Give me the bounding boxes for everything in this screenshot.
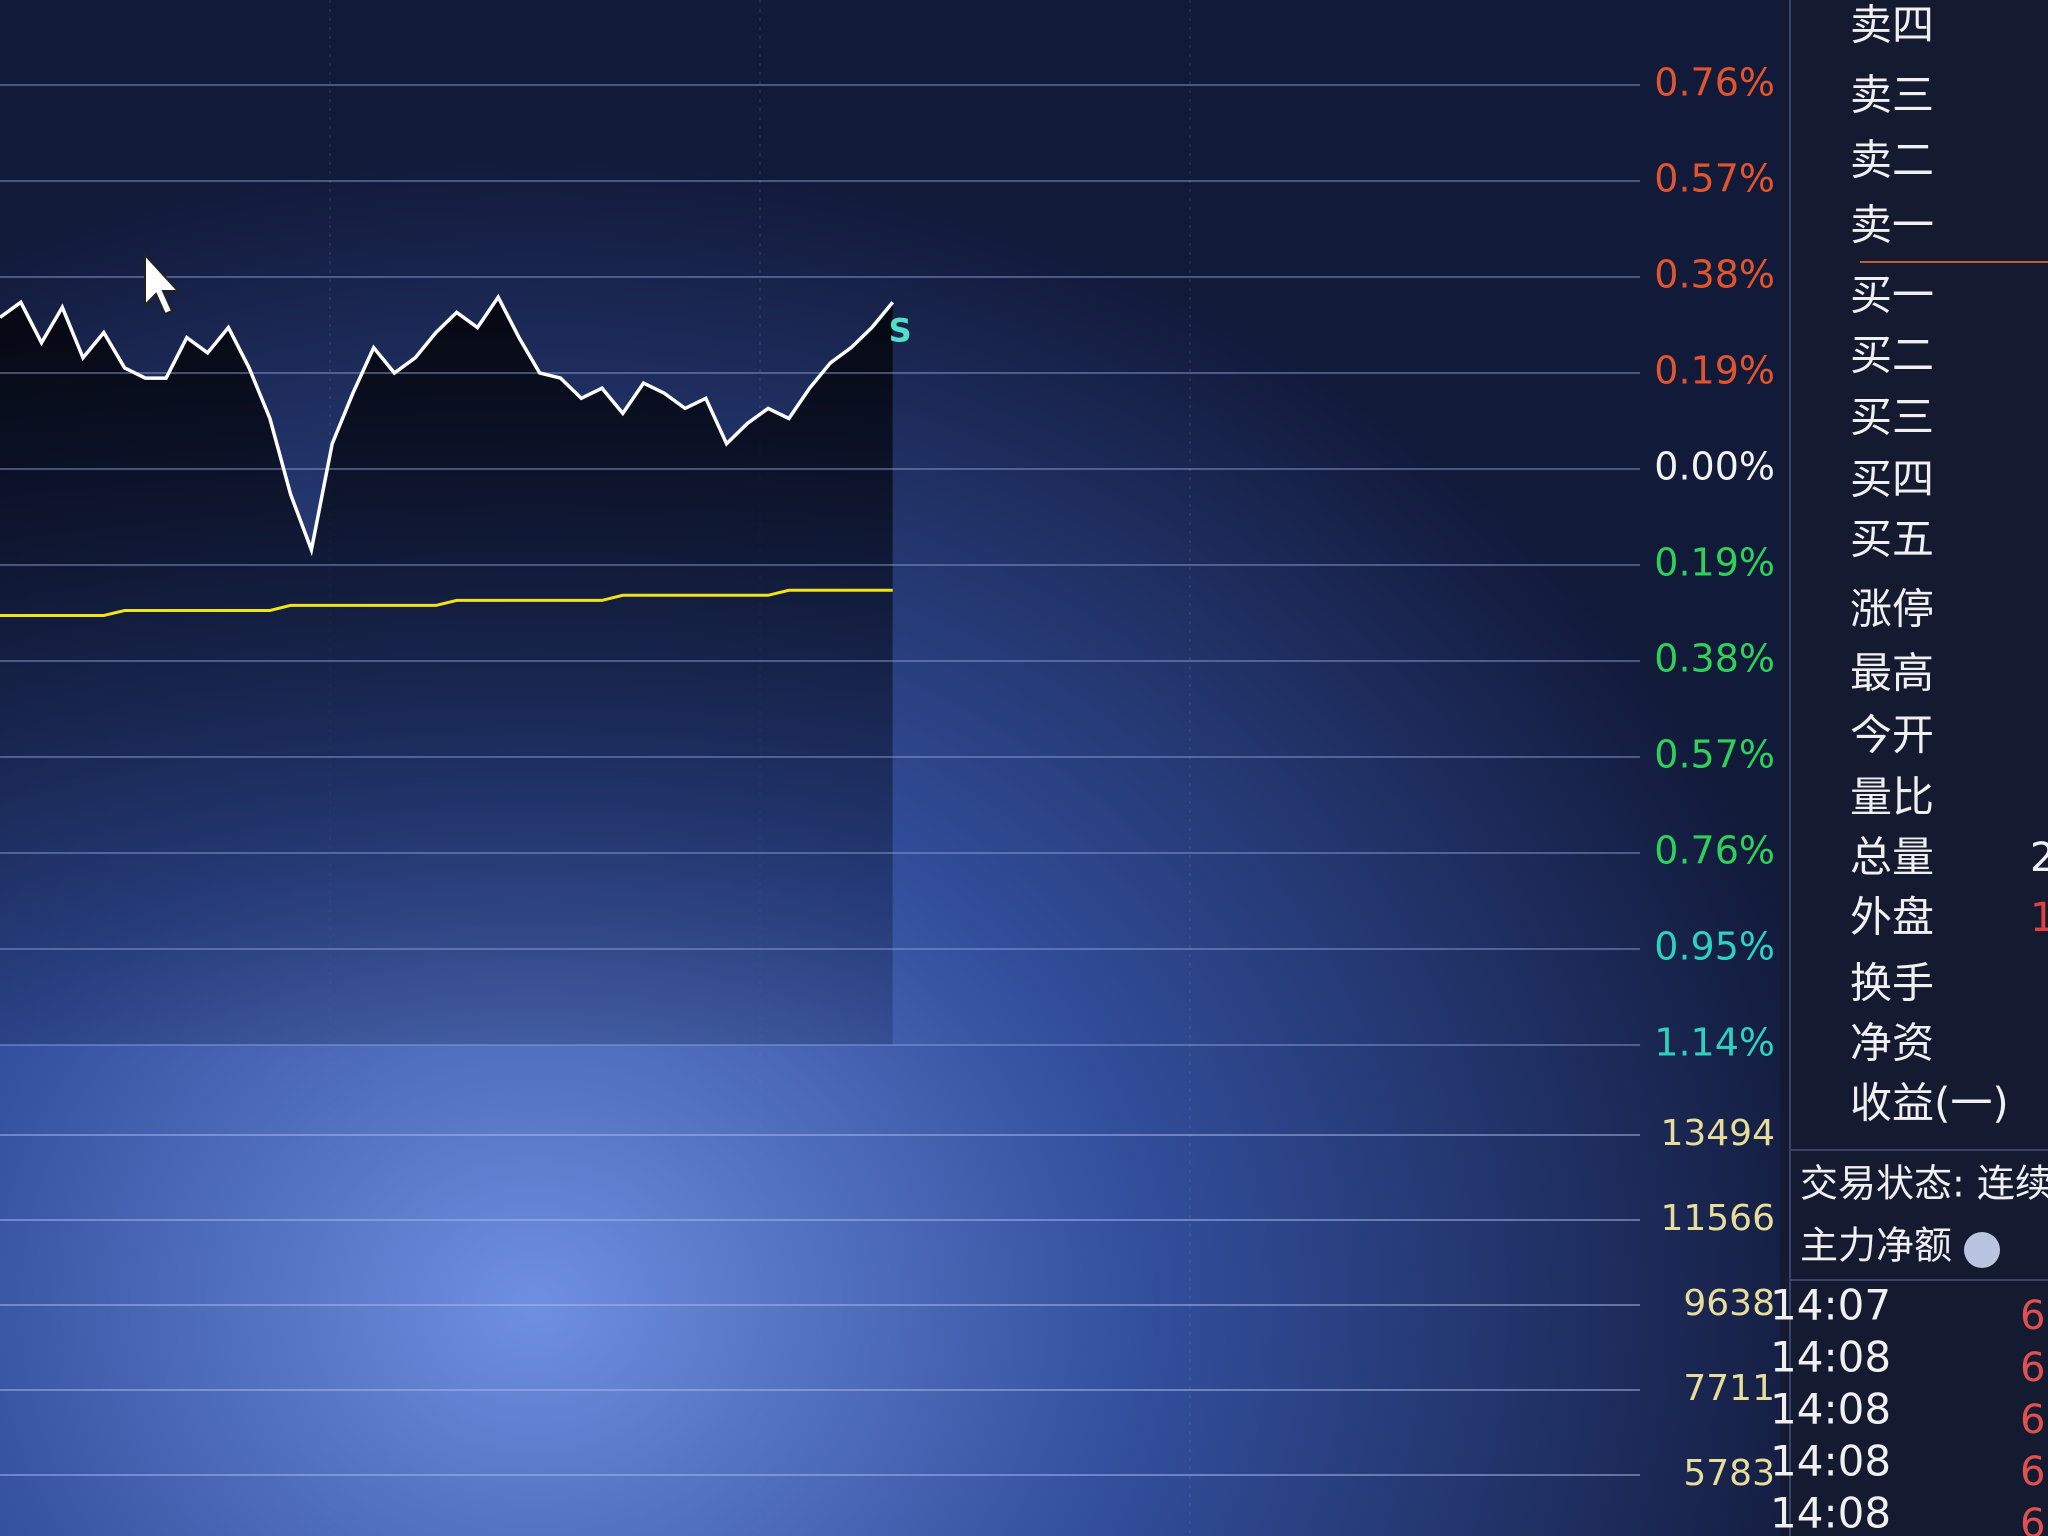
trade-amount: 60 <box>2020 1397 2048 1443</box>
price-area <box>0 297 893 1045</box>
signal-marker: S <box>889 311 912 349</box>
quote-label: 卖一 <box>1850 201 1934 250</box>
quote-label: 买五 <box>1850 515 1934 564</box>
y-tick-label: 0.57% <box>1654 157 1775 201</box>
quote-label: 买三 <box>1850 393 1934 442</box>
quote-label: 最高 <box>1850 649 1934 698</box>
quote-label: 卖三 <box>1850 71 1934 120</box>
y-tick-label: 0.76% <box>1654 829 1775 873</box>
average-line <box>0 588 893 617</box>
y-tick-label: 0.95% <box>1654 925 1775 969</box>
trade-amount: 60 <box>2020 1449 2048 1495</box>
quote-label: 买四 <box>1850 455 1934 504</box>
trade-amount: 6 <box>2020 1293 2045 1339</box>
quote-label: 涨停 <box>1850 585 1934 634</box>
y-tick-label: 0.38% <box>1654 637 1775 681</box>
trade-time: 14:08 <box>1770 1333 1891 1382</box>
quote-label: 收益(一) <box>1850 1079 2009 1128</box>
quote-label: 净资 <box>1850 1019 1934 1068</box>
trade-amount: 60 <box>2020 1501 2048 1536</box>
trade-time: 14:08 <box>1770 1489 1891 1536</box>
quote-value: 2 <box>2030 835 2048 881</box>
y-tick-label: 9638 <box>1683 1283 1775 1324</box>
y-tick-label: 0.19% <box>1654 349 1775 393</box>
trade-amount: 60 <box>2020 1345 2048 1391</box>
main-net-label: 主力净额 <box>1800 1224 1952 1268</box>
quote-value: 1 <box>2030 895 2048 941</box>
info-icon <box>1964 1232 2000 1268</box>
y-tick-label: 11566 <box>1660 1198 1775 1239</box>
quote-label: 量比 <box>1850 773 1934 822</box>
trade-time: 14:07 <box>1770 1281 1891 1330</box>
quote-label: 今开 <box>1850 711 1934 760</box>
quote-label: 总量 <box>1850 833 1934 882</box>
mouse-cursor <box>144 252 181 316</box>
y-tick-label: 0.00% <box>1654 445 1775 489</box>
trade-time: 14:08 <box>1770 1437 1891 1486</box>
y-tick-label: 1.14% <box>1654 1021 1775 1065</box>
quote-label: 外盘 <box>1850 893 1934 942</box>
y-tick-label: 0.19% <box>1654 541 1775 585</box>
y-tick-label: 7711 <box>1683 1368 1775 1409</box>
y-tick-label: 0.76% <box>1654 61 1775 105</box>
quote-label: 买一 <box>1850 271 1934 320</box>
y-tick-label: 13494 <box>1660 1113 1775 1154</box>
trade-status: 交易状态: 连续 <box>1800 1162 2048 1206</box>
trade-time: 14:08 <box>1770 1385 1891 1434</box>
quote-label: 卖二 <box>1850 136 1934 185</box>
quote-label: 卖四 <box>1850 1 1934 50</box>
price-line <box>0 293 895 557</box>
y-tick-label: 5783 <box>1683 1453 1775 1494</box>
quote-label: 换手 <box>1850 959 1934 1008</box>
quote-label: 买二 <box>1850 331 1934 380</box>
y-tick-label: 0.57% <box>1654 733 1775 777</box>
y-tick-label: 0.38% <box>1654 253 1775 297</box>
